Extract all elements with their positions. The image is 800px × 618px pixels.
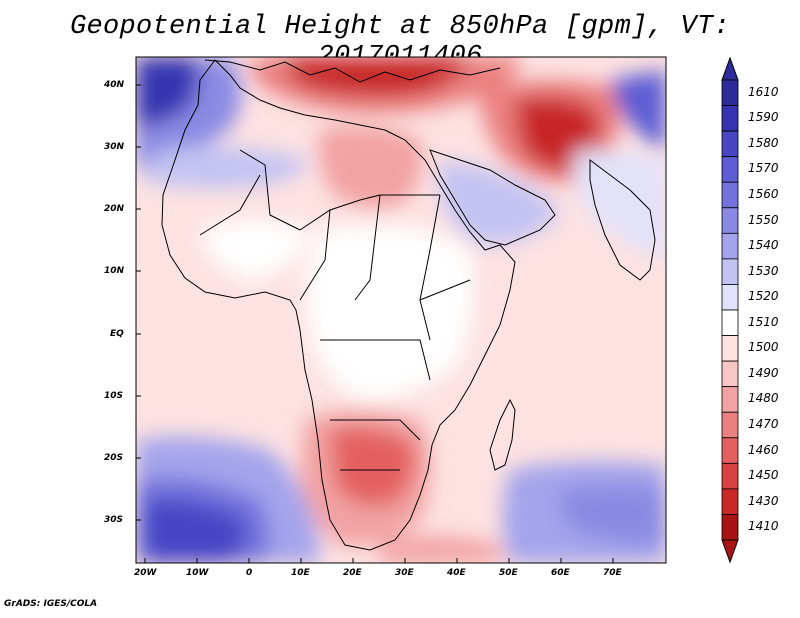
lon-ticks — [144, 558, 614, 563]
coastlines — [161, 59, 656, 551]
colorbar-swatch — [721, 488, 739, 515]
colorbar-swatch — [721, 514, 739, 541]
colorbar-label: 1480 — [748, 391, 779, 406]
lat-label-20s: 20S — [104, 453, 124, 463]
colorbar-label: 1410 — [748, 519, 779, 534]
colorbar-label: 1530 — [748, 263, 779, 278]
lat-label-10s: 10S — [104, 391, 124, 401]
lat-label-20n: 20N — [104, 204, 125, 214]
colorbar-label: 1550 — [748, 212, 779, 227]
colorbar-label: 1540 — [748, 238, 779, 253]
lat-label-10n: 10N — [104, 266, 125, 276]
colorbar-label: 1610 — [748, 84, 779, 99]
colorbar-swatch — [721, 79, 739, 106]
colorbar-label: 1580 — [748, 135, 779, 150]
colorbar-label: 1450 — [748, 468, 779, 483]
lon-label-10w: 10W — [186, 568, 209, 578]
colorbar-label: 1500 — [748, 340, 779, 355]
lon-label-30e: 30E — [395, 568, 414, 578]
colorbar-label: 1430 — [748, 493, 779, 508]
colorbar-swatch — [721, 411, 739, 439]
lon-label-20w: 20W — [134, 568, 157, 578]
colorbar-swatch — [721, 130, 739, 158]
colorbar-swatch — [721, 156, 739, 183]
colorbar-top-arrow — [721, 56, 739, 81]
lat-label-eq: EQ — [110, 329, 124, 339]
colorbar-swatch — [721, 309, 739, 336]
lon-label-60e: 60E — [551, 568, 570, 578]
colorbar-swatch — [721, 335, 739, 362]
colorbar-swatch — [721, 386, 739, 413]
colorbar-swatch — [721, 232, 739, 260]
colorbar-label: 1520 — [748, 289, 779, 304]
lon-label-0: 0 — [246, 568, 253, 578]
colorbar-label: 1460 — [748, 442, 779, 457]
colorbar-label: 1560 — [748, 187, 779, 201]
lon-label-40e: 40E — [447, 568, 466, 578]
colorbar-swatch — [721, 258, 739, 285]
colorbar-label: 1590 — [748, 110, 779, 125]
lon-label-70e: 70E — [603, 568, 622, 578]
colorbar-swatch — [721, 462, 739, 490]
colorbar-swatch — [721, 284, 739, 311]
lon-label-10e: 10E — [291, 568, 310, 578]
lon-label-20e: 20E — [343, 568, 362, 578]
colorbar-swatch — [721, 181, 739, 209]
colorbar-label: 1490 — [748, 365, 779, 380]
lat-ticks — [136, 84, 141, 521]
colorbar — [721, 56, 739, 564]
colorbar-swatch — [721, 437, 739, 464]
colorbar-label: 1470 — [748, 417, 779, 431]
map-frame — [135, 56, 667, 564]
colorbar-swatch — [721, 105, 739, 132]
geopotential-field — [136, 57, 666, 563]
colorbar-label: 1570 — [748, 161, 779, 176]
colorbar-swatch — [721, 207, 739, 234]
lon-label-50e: 50E — [499, 568, 518, 578]
colorbar-swatch — [721, 360, 739, 388]
lat-label-30s: 30S — [104, 515, 124, 525]
colorbar-label: 1510 — [748, 314, 779, 329]
lat-label-40n: 40N — [104, 80, 125, 90]
lat-label-30n: 30N — [104, 142, 125, 152]
footer-credit: GrADS: IGES/COLA — [4, 599, 98, 609]
colorbar-bottom-arrow — [721, 539, 739, 564]
